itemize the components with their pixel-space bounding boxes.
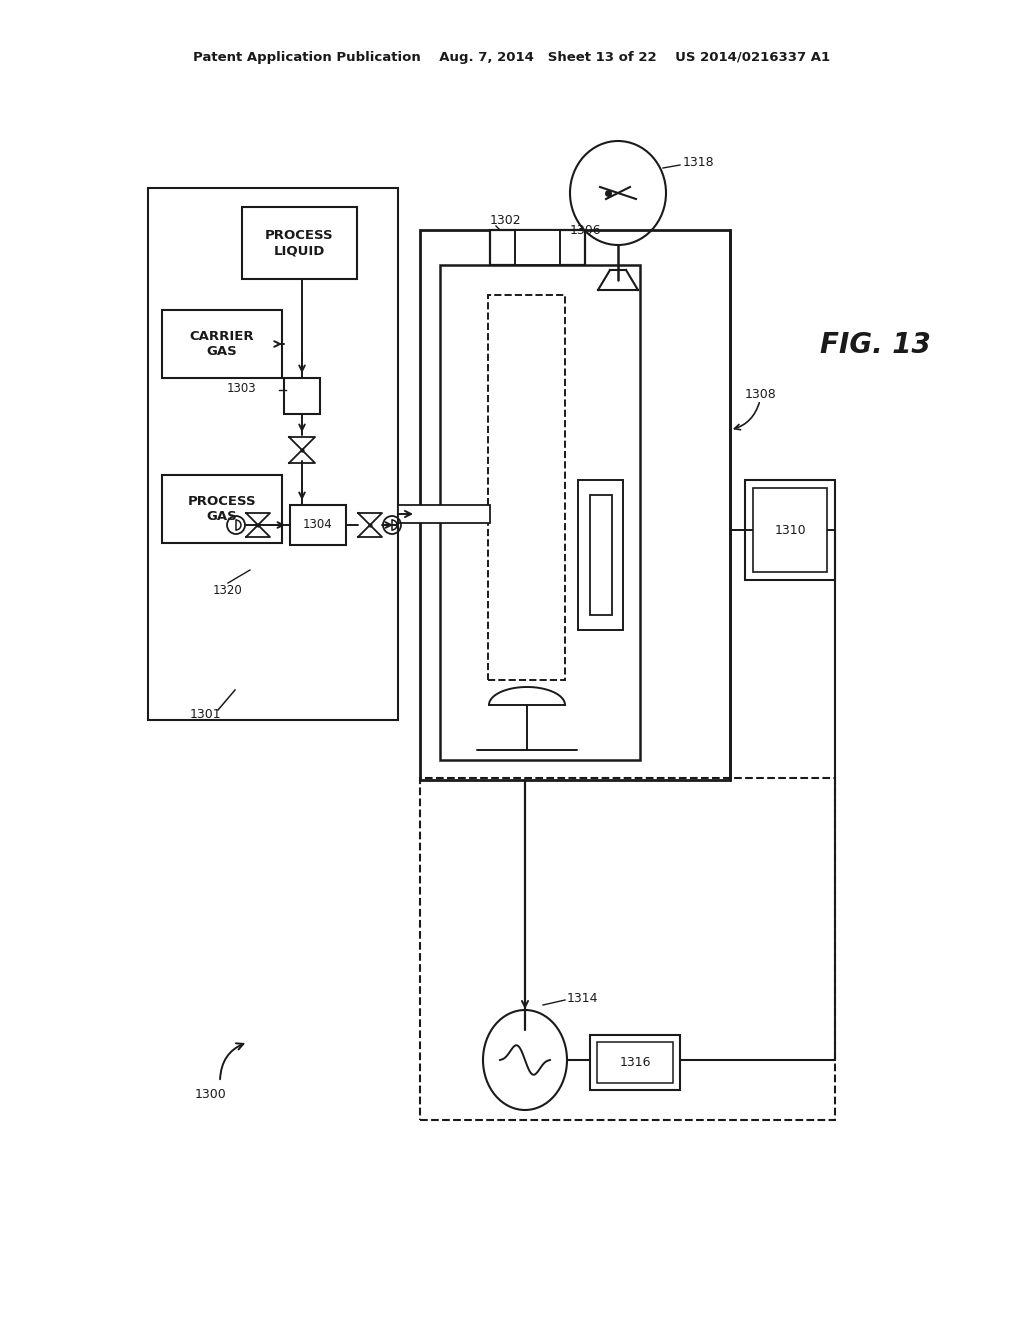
Text: 1300: 1300 xyxy=(195,1089,226,1101)
Bar xyxy=(242,207,357,279)
Bar xyxy=(745,480,835,579)
Bar xyxy=(578,480,623,630)
Text: 1301: 1301 xyxy=(189,709,221,722)
Text: 1303: 1303 xyxy=(226,381,256,395)
Text: CARRIER
GAS: CARRIER GAS xyxy=(189,330,254,358)
Text: 1308: 1308 xyxy=(745,388,777,401)
Text: 1318: 1318 xyxy=(683,157,715,169)
Text: PROCESS
GAS: PROCESS GAS xyxy=(187,495,256,523)
Bar xyxy=(420,230,730,780)
Bar xyxy=(490,230,585,265)
Text: 1306: 1306 xyxy=(570,223,602,236)
Text: FIG. 13: FIG. 13 xyxy=(820,331,931,359)
Bar xyxy=(420,777,835,1119)
Bar xyxy=(148,187,398,719)
Bar xyxy=(590,1035,680,1090)
Bar xyxy=(440,265,640,760)
Bar xyxy=(162,475,282,543)
Text: 1316: 1316 xyxy=(620,1056,650,1069)
Bar xyxy=(488,294,565,680)
Bar xyxy=(590,495,612,615)
Text: 1310: 1310 xyxy=(774,524,806,536)
Text: 1320: 1320 xyxy=(213,583,243,597)
Bar xyxy=(597,1041,673,1082)
Text: 1304: 1304 xyxy=(303,519,333,532)
Bar xyxy=(753,488,827,572)
Bar xyxy=(515,230,560,265)
Bar xyxy=(284,378,319,414)
Bar xyxy=(398,506,490,523)
Bar xyxy=(290,506,346,545)
Text: PROCESS
LIQUID: PROCESS LIQUID xyxy=(265,228,334,257)
Text: Patent Application Publication    Aug. 7, 2014   Sheet 13 of 22    US 2014/02163: Patent Application Publication Aug. 7, 2… xyxy=(194,51,830,65)
Text: 1302: 1302 xyxy=(490,214,521,227)
Text: 1314: 1314 xyxy=(567,991,598,1005)
Bar xyxy=(162,310,282,378)
